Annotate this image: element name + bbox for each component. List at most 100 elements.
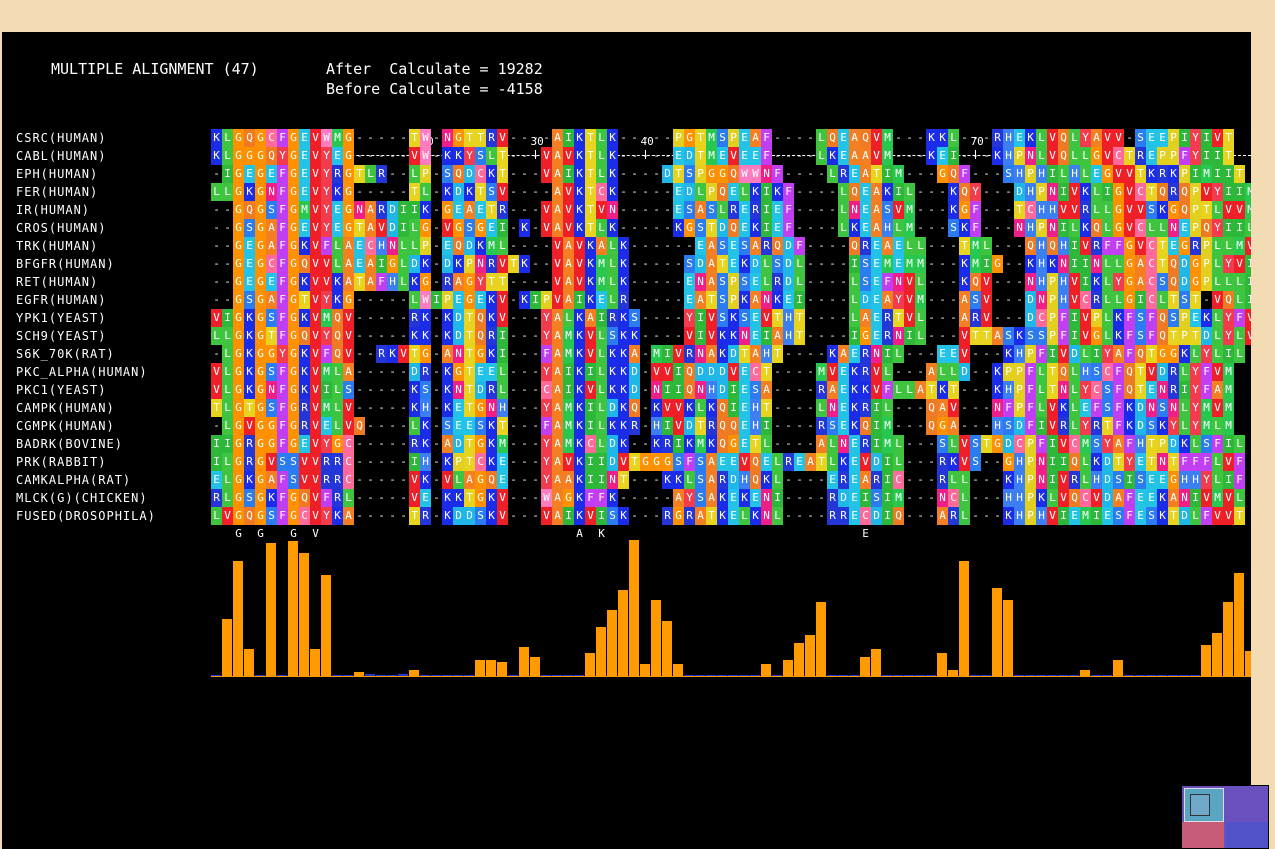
residue-cell: Y [1190, 381, 1201, 399]
sequence-name[interactable]: PRK(RABBIT) [16, 455, 107, 469]
sequence-name[interactable]: CROS(HUMAN) [16, 221, 107, 235]
residue-cell: T [981, 435, 992, 453]
gap-cell: - [356, 131, 363, 144]
sequence-name[interactable]: CAMPK(HUMAN) [16, 401, 115, 415]
sequence-name[interactable]: TRK(HUMAN) [16, 239, 99, 253]
sequence-name[interactable]: FER(HUMAN) [16, 185, 99, 199]
sequence-name[interactable]: BFGFR(HUMAN) [16, 257, 115, 271]
residue-cell: G [255, 381, 266, 399]
sequence-name[interactable]: CGMPK(HUMAN) [16, 419, 115, 433]
sequence-name[interactable]: CABL(HUMAN) [16, 149, 107, 163]
sequence-name[interactable]: BADRK(BOVINE) [16, 437, 123, 451]
residue-cell: E [486, 219, 497, 237]
gap-cell: - [906, 167, 913, 180]
residue-cell: T [750, 435, 761, 453]
residue-cell: L [893, 453, 904, 471]
conservation-bar [948, 670, 958, 676]
residue-cell: Y [1201, 471, 1212, 489]
sequence-name[interactable]: PKC_ALPHA(HUMAN) [16, 365, 148, 379]
sequence-name[interactable]: MLCK(G)(CHICKEN) [16, 491, 148, 505]
conservation-bar [1036, 675, 1046, 676]
overview-minimap[interactable] [1181, 785, 1269, 849]
conservation-bar [1201, 644, 1211, 676]
residue-cell: A [849, 129, 860, 147]
residue-cell: C [860, 507, 871, 525]
residue-cell: F [1201, 507, 1212, 525]
gap-cell: - [653, 203, 660, 216]
gap-cell: - [543, 131, 550, 144]
sequence-name[interactable]: PKC1(YEAST) [16, 383, 107, 397]
minimap-thumb[interactable] [1190, 794, 1210, 816]
residue-cell: Q [453, 237, 464, 255]
residue-cell: T [497, 147, 508, 165]
sequence-name[interactable]: CAMKALPHA(RAT) [16, 473, 132, 487]
residue-cell: I [1058, 507, 1069, 525]
residue-cell: V [1047, 129, 1058, 147]
gap-cell: - [796, 131, 803, 144]
gap-cell: - [983, 401, 990, 414]
residue-cell: E [475, 291, 486, 309]
conservation-bar [464, 675, 474, 676]
sequence-name[interactable]: IR(HUMAN) [16, 203, 91, 217]
gap-cell: - [1005, 239, 1012, 252]
gap-cell: - [807, 239, 814, 252]
residue-cell: E [871, 237, 882, 255]
gap-cell: - [356, 401, 363, 414]
residue-cell: T [508, 255, 519, 273]
gap-cell: - [961, 401, 968, 414]
residue-cell: L [607, 255, 618, 273]
sequence-name[interactable]: SCH9(YEAST) [16, 329, 107, 343]
residue-cell: G [1091, 147, 1102, 165]
sequence-name[interactable]: EGFR(HUMAN) [16, 293, 107, 307]
sequence-name[interactable]: EPH(HUMAN) [16, 167, 99, 181]
residue-cell: D [1157, 363, 1168, 381]
sequence-name[interactable]: RET(HUMAN) [16, 275, 99, 289]
residue-cell: K [585, 237, 596, 255]
residue-cell: A [629, 345, 640, 363]
sequence-name[interactable]: CSRC(HUMAN) [16, 131, 107, 145]
gap-cell: - [796, 185, 803, 198]
gap-cell: - [994, 275, 1001, 288]
residue-cell: S [717, 291, 728, 309]
residue-cell: P [1047, 327, 1058, 345]
conservation-bar [1058, 675, 1068, 676]
sequence-name[interactable]: YPK1(YEAST) [16, 311, 107, 325]
gap-cell: - [400, 455, 407, 468]
residue-cell: V [1212, 129, 1223, 147]
residue-cell: A [992, 327, 1003, 345]
residue-cell: S [739, 273, 750, 291]
gap-cell: - [389, 509, 396, 522]
residue-cell: D [453, 309, 464, 327]
sequence-name[interactable]: S6K_70K(RAT) [16, 347, 115, 361]
residue-cell: S [1157, 399, 1168, 417]
residue-cell: V [563, 201, 574, 219]
conservation-bar [211, 675, 221, 676]
residue-cell: N [1157, 381, 1168, 399]
residue-cell: K [827, 345, 838, 363]
sequence-name[interactable]: FUSED(DROSOPHILA) [16, 509, 156, 523]
residue-cell: A [706, 453, 717, 471]
